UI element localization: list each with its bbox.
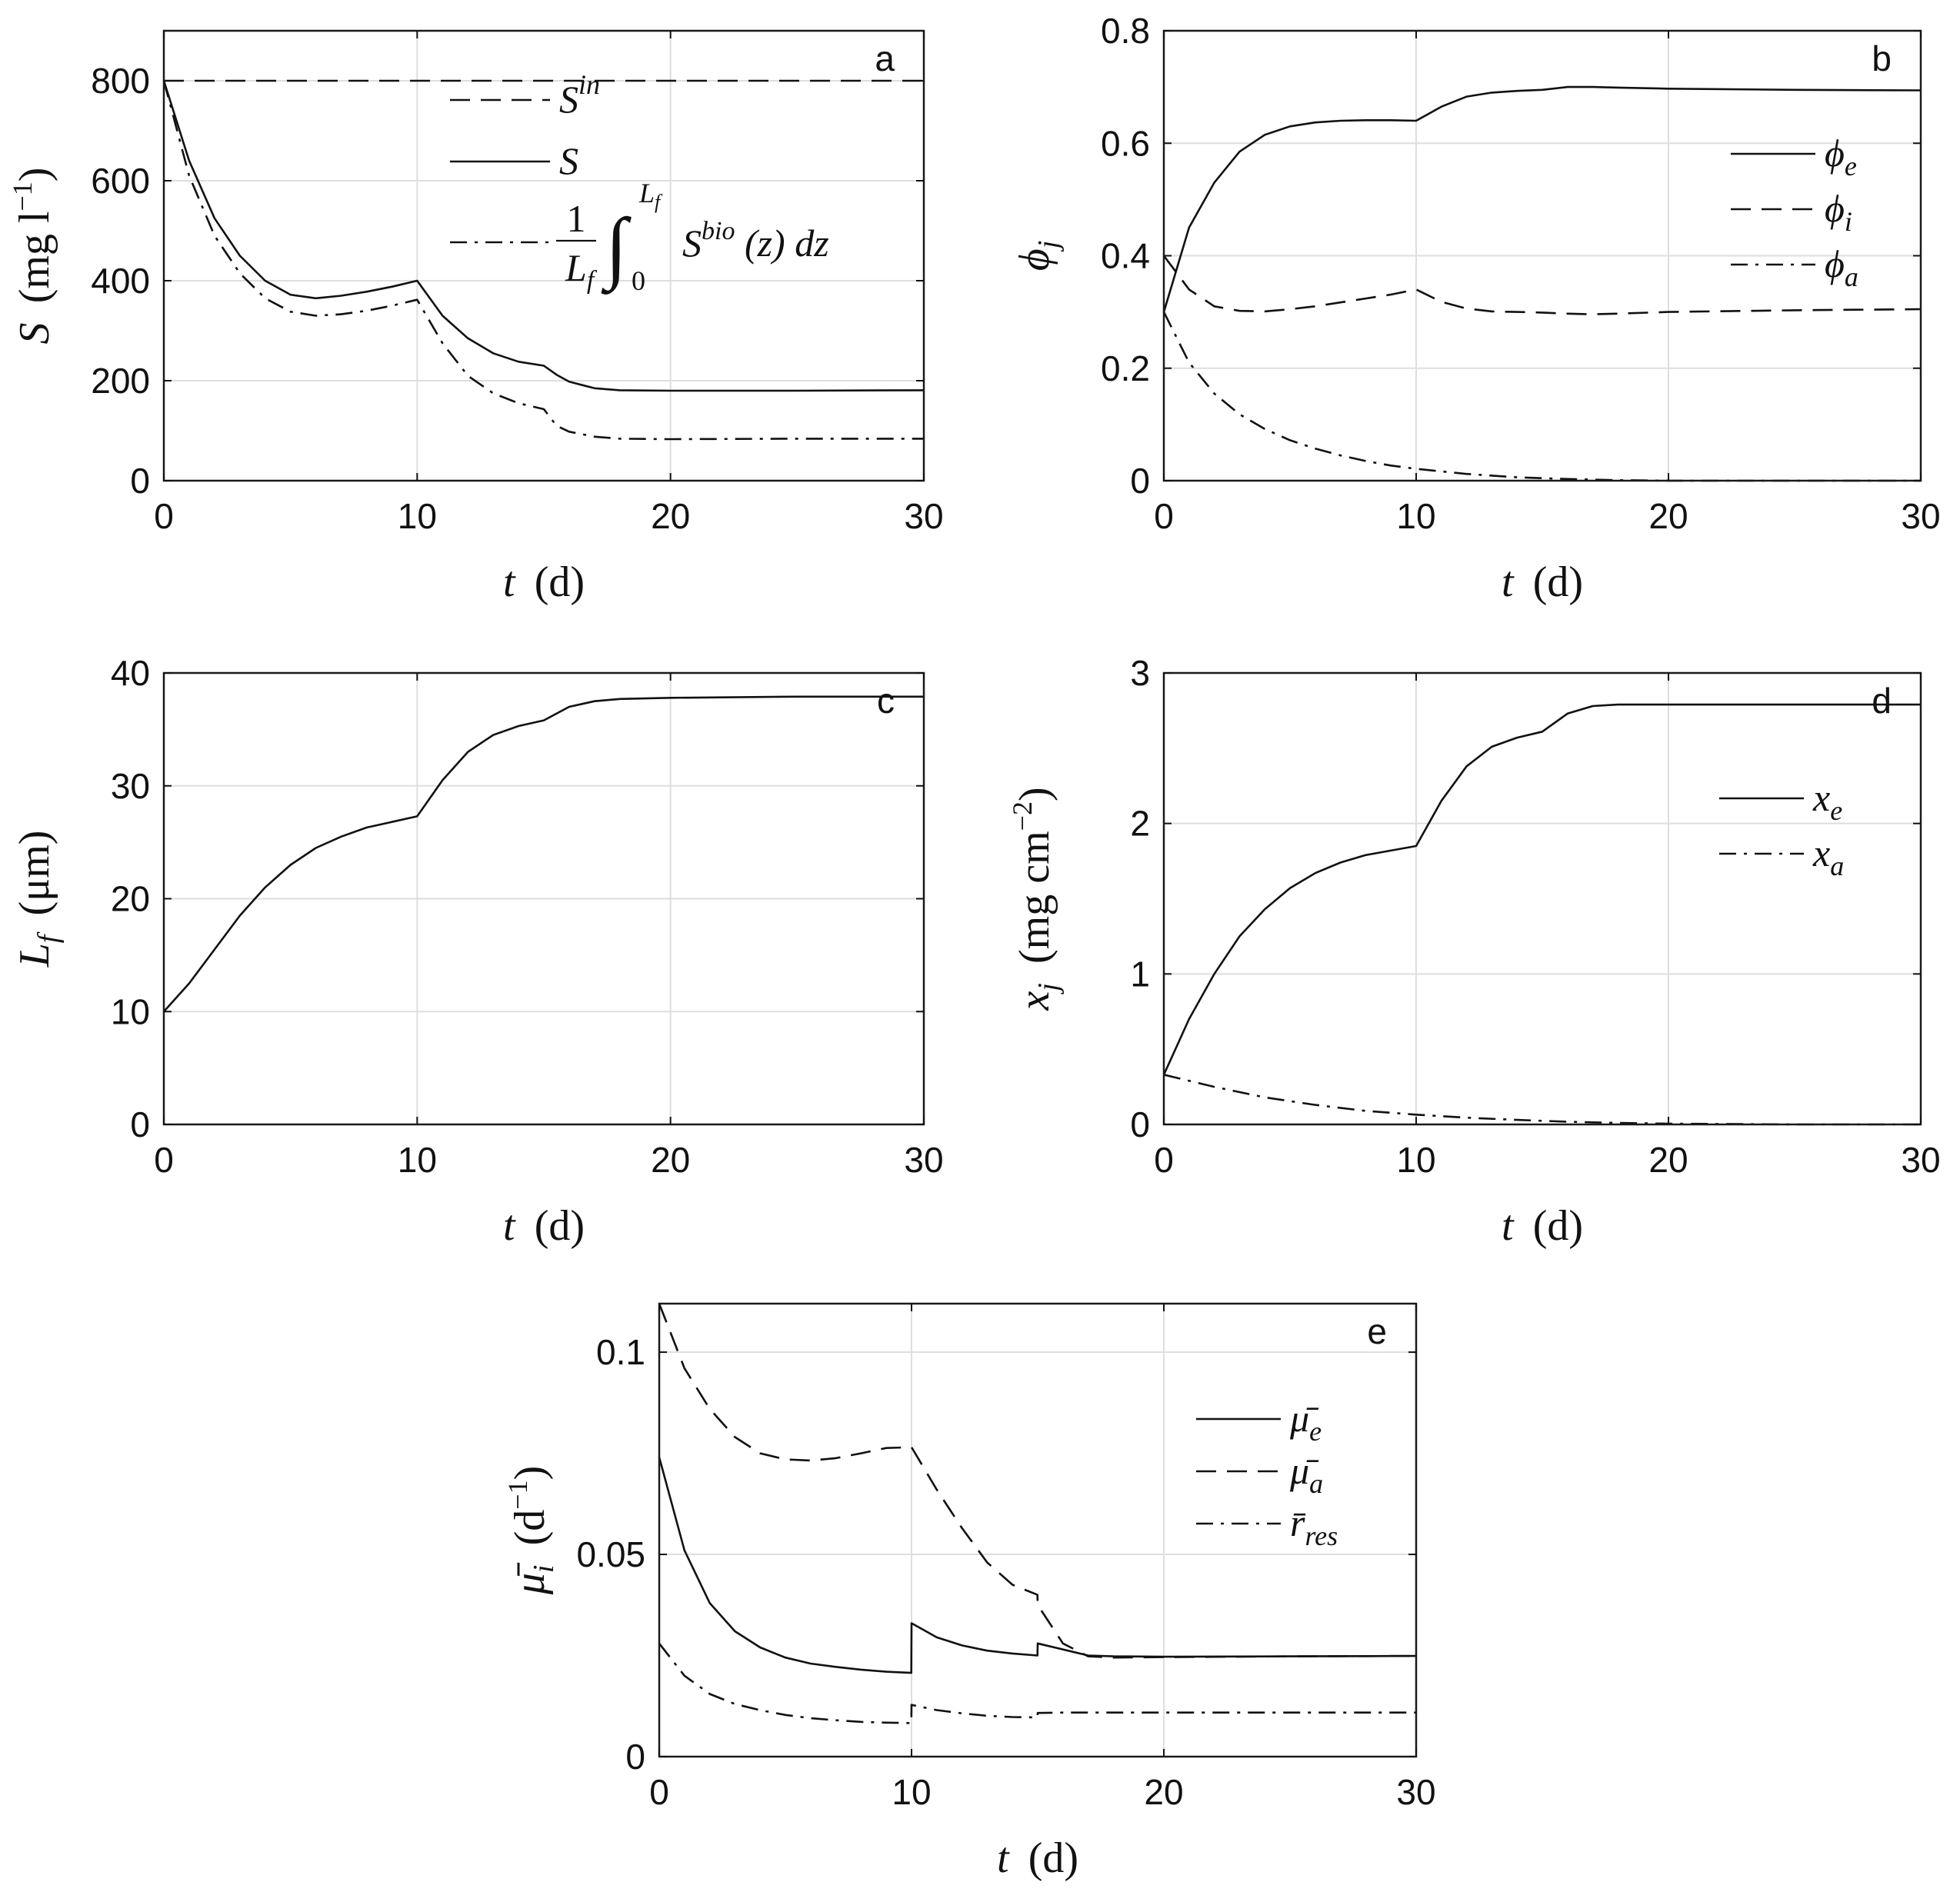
series-line-b-1 [1162, 255, 1922, 315]
y-tick-label: 3 [1130, 653, 1150, 693]
x-tick-label: 10 [892, 1772, 931, 1812]
series-line-a-2 [162, 80, 924, 441]
x-tick-label: 10 [398, 496, 437, 536]
x-axis-label: t (d) [997, 1834, 1078, 1882]
series-line-e-2 [658, 1642, 1416, 1724]
chart-panel-c: 0 10 20 30 0 10 20 30 40 c t (d) Lf (μm) [11, 653, 944, 1250]
legend-label: r̄res [1290, 1501, 1338, 1551]
y-axis-label: xj (mg cm−2) [1007, 787, 1065, 1011]
legend-label: ϕa [1825, 242, 1858, 292]
x-tick-label: 0 [154, 1140, 174, 1180]
series-line-e-1 [658, 1303, 1417, 1659]
x-tick-label: 30 [904, 1140, 943, 1180]
x-tick-label: 30 [1901, 496, 1940, 536]
y-tick-label: 0.1 [596, 1332, 645, 1372]
x-axis-label: t (d) [503, 1202, 585, 1250]
series-line-a-1 [162, 80, 925, 392]
x-tick-label: 0 [1154, 1140, 1174, 1180]
y-tick-label: 0.2 [1101, 348, 1150, 388]
y-tick-label: 0 [625, 1737, 645, 1777]
legend-label: S [559, 139, 578, 182]
series-line-d-1 [1163, 1074, 1921, 1126]
panel-label: d [1872, 681, 1892, 721]
panel-label: b [1872, 38, 1892, 78]
y-tick-label: 0 [1130, 1104, 1150, 1144]
panel-label: e [1367, 1311, 1387, 1351]
legend-label: Sin [559, 69, 600, 121]
series-line-d-0 [1162, 703, 1921, 1075]
y-tick-label: 40 [111, 653, 150, 693]
integral-sign: ∫ [601, 202, 632, 295]
y-tick-label: 0.6 [1101, 123, 1150, 163]
x-tick-label: 10 [398, 1140, 437, 1180]
x-tick-label: 10 [1396, 1140, 1435, 1180]
x-tick-label: 30 [1396, 1772, 1435, 1812]
legend-label: ϕi [1825, 187, 1852, 237]
y-tick-label: 200 [91, 361, 150, 401]
y-tick-label: 0 [130, 1104, 150, 1144]
legend-label: ϕe [1825, 132, 1857, 182]
legend: Sin S 1 Lf ∫Lf 0 Sbio (z) dz [450, 69, 829, 296]
x-tick-label: 10 [1396, 496, 1435, 536]
legend-label: Sbio (z) dz [682, 217, 829, 265]
x-axis-label: t (d) [1502, 558, 1583, 606]
y-tick-label: 0 [130, 461, 150, 501]
chart-panel-e: 0 10 20 30 0 0.05 0.1 e t (d) μ̄i (d−1) μ̄eμ̄ar̄re… [502, 1302, 1436, 1882]
x-tick-label: 0 [1154, 496, 1174, 536]
y-axis-label: S (mg l−1) [7, 168, 58, 345]
x-axis-label: t (d) [503, 558, 585, 606]
y-tick-label: 0 [1130, 461, 1150, 501]
legend-label: 1 [567, 197, 586, 240]
legend-label: μ̄e [1289, 1397, 1322, 1447]
series-line-b-0 [1162, 85, 1922, 312]
legend-label: Lf [638, 178, 663, 213]
x-tick-label: 30 [1901, 1140, 1940, 1180]
x-tick-label: 20 [1648, 496, 1688, 536]
y-tick-label: 10 [111, 991, 150, 1031]
panel-label: a [875, 38, 895, 78]
y-tick-label: 2 [1130, 804, 1150, 844]
y-tick-label: 20 [111, 879, 150, 919]
x-tick-label: 20 [1648, 1140, 1688, 1180]
axes-frame [658, 1302, 1418, 1758]
panel-label: c [877, 681, 895, 721]
y-tick-label: 30 [111, 766, 150, 806]
y-tick-label: 1 [1130, 954, 1150, 994]
y-tick-label: 400 [91, 261, 150, 301]
series-line-c-0 [163, 695, 924, 1013]
x-tick-label: 20 [651, 1140, 690, 1180]
axes-frame [162, 29, 925, 482]
axes-frame [1162, 671, 1922, 1126]
x-tick-label: 0 [649, 1772, 669, 1812]
y-tick-label: 0.4 [1101, 236, 1150, 276]
legend: μ̄eμ̄ar̄res [1196, 1397, 1338, 1551]
y-axis-label: μ̄i (d−1) [502, 1466, 560, 1596]
y-tick-label: 0.05 [576, 1534, 645, 1574]
y-tick-label: 0.8 [1101, 11, 1150, 51]
x-tick-label: 30 [904, 496, 943, 536]
legend-label: μ̄a [1289, 1449, 1323, 1499]
x-tick-label: 0 [154, 496, 174, 536]
x-tick-label: 20 [1144, 1772, 1183, 1812]
series-line-b-2 [1162, 311, 1921, 482]
y-axis-label: ϕj [1011, 241, 1065, 271]
y-tick-label: 800 [91, 61, 150, 101]
legend-label: xe [1812, 776, 1842, 826]
x-axis-label: t (d) [1502, 1202, 1583, 1250]
legend-label: xa [1812, 831, 1844, 881]
legend-label: 0 [632, 265, 645, 296]
legend-label: Lf [565, 246, 598, 295]
y-tick-label: 600 [91, 161, 150, 201]
y-axis-label: Lf (μm) [11, 831, 65, 968]
x-tick-label: 20 [651, 496, 690, 536]
